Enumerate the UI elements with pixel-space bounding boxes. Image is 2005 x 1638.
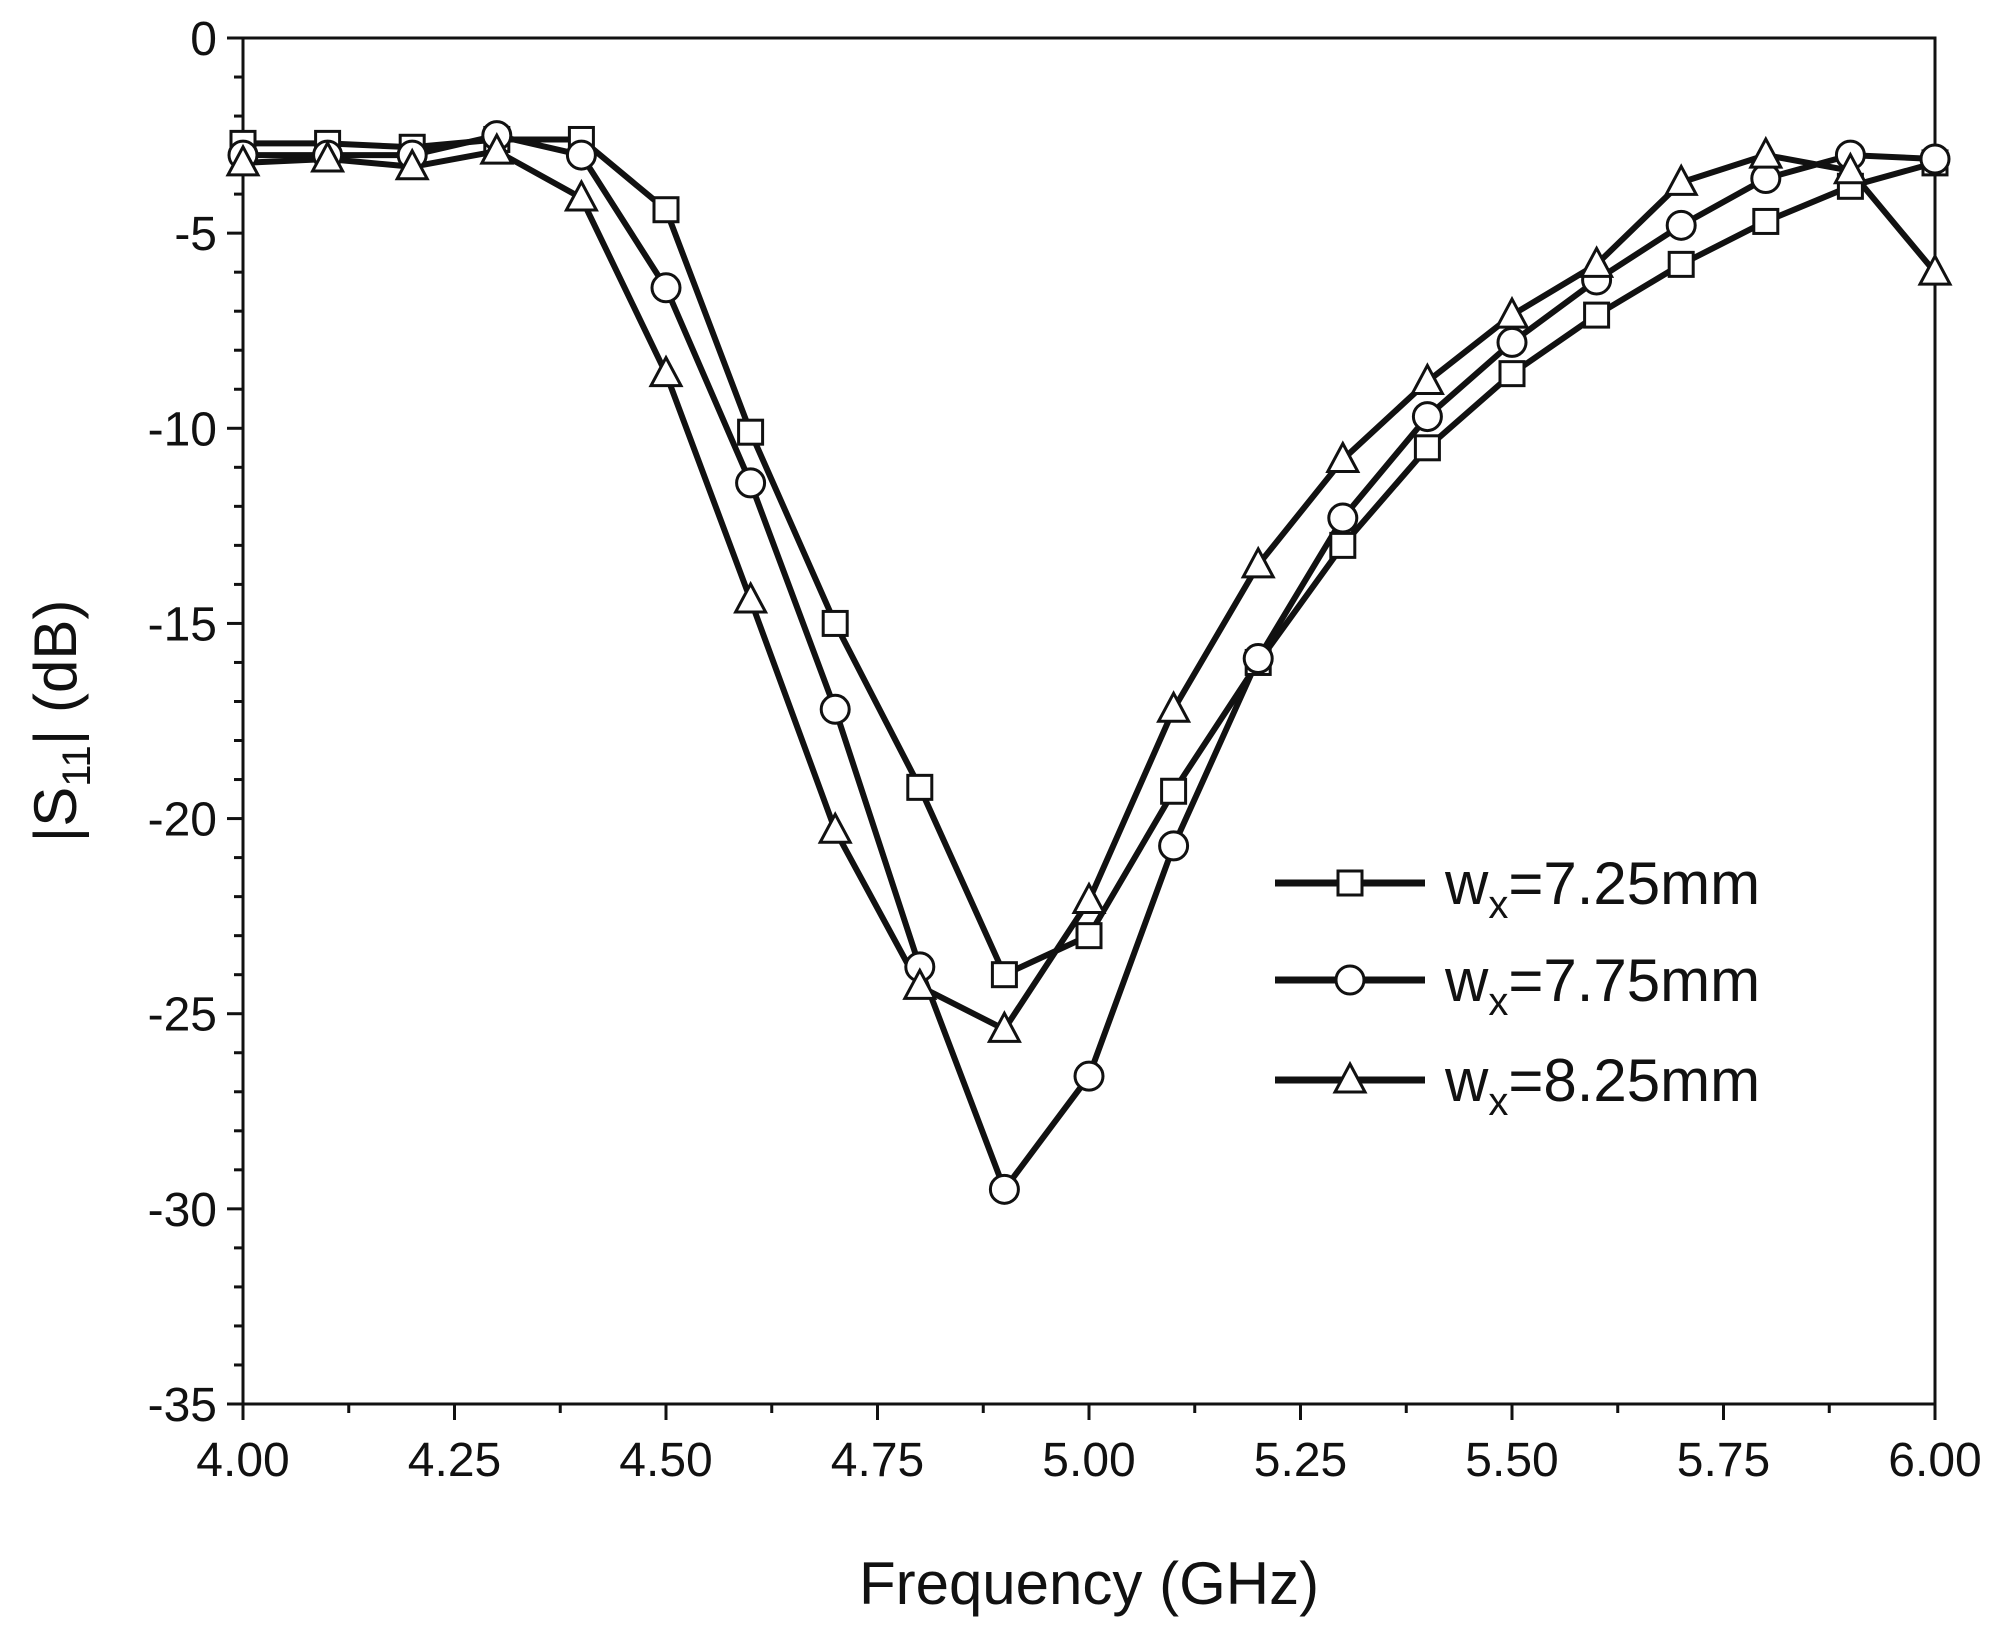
data-point-triangle	[1071, 881, 1107, 915]
x-tick-label: 5.00	[1042, 1434, 1135, 1487]
data-point-circle	[1158, 830, 1190, 862]
data-point-square	[1075, 922, 1103, 950]
data-point-circle	[1665, 209, 1697, 241]
x-tick-label: 5.50	[1465, 1434, 1558, 1487]
tick-marks	[227, 36, 1937, 1420]
legend-entry-8-25: wx=8.25mm	[1275, 1047, 1760, 1124]
data-point-square	[1413, 434, 1441, 462]
y-tick-label: 0	[190, 13, 217, 66]
legend-label-7-75-sub: x	[1488, 980, 1508, 1024]
legend-entry-7-25: wx=7.25mm	[1275, 850, 1760, 927]
legend-label-7-25-base: w	[1444, 850, 1489, 917]
legend-marker-circle	[1334, 964, 1366, 996]
plot-frame	[241, 36, 1937, 1406]
data-point-triangle	[1579, 245, 1615, 278]
data-point-square	[1583, 301, 1611, 329]
series-line-2	[243, 132, 1936, 1193]
data-point-triangle	[1748, 135, 1784, 169]
data-point-triangle	[1917, 252, 1953, 286]
y-axis-title: |S11| (dB)	[22, 600, 99, 843]
legend-label-8-25: wx=8.25mm	[1444, 1047, 1760, 1124]
legend-label-8-25-sub: x	[1488, 1080, 1508, 1124]
data-point-triangle	[986, 1010, 1022, 1043]
data-point-circle	[1073, 1060, 1105, 1092]
data-point-triangle	[479, 132, 515, 165]
data-point-square	[1667, 250, 1695, 278]
data-point-circle	[988, 1173, 1020, 1205]
data-point-circle	[819, 693, 851, 725]
legend-label-7-25-sub: x	[1488, 883, 1508, 927]
data-point-triangle	[733, 580, 769, 614]
data-point-circle	[1242, 643, 1274, 675]
data-point-triangle	[902, 967, 938, 1000]
data-point-square	[1160, 777, 1188, 805]
data-point-square	[1329, 531, 1357, 559]
series-markers	[225, 120, 1953, 1205]
data-point-square	[821, 609, 849, 637]
x-tick-label: 5.75	[1677, 1434, 1770, 1487]
legend-label-8-25-base: w	[1444, 1047, 1489, 1114]
data-point-triangle	[1409, 362, 1445, 395]
legend: wx=7.25mm wx=7.75mm wx=8.25mm	[1275, 850, 1760, 1124]
data-point-square	[1752, 207, 1780, 235]
data-point-square	[990, 961, 1018, 989]
data-point-triangle	[1325, 440, 1361, 474]
data-point-square	[652, 196, 680, 224]
data-point-circle	[735, 467, 767, 499]
data-point-triangle	[563, 178, 599, 212]
data-point-circle	[650, 272, 682, 304]
x-tick-label: 4.50	[619, 1434, 712, 1487]
data-point-triangle	[310, 139, 346, 173]
data-point-triangle	[1663, 163, 1699, 196]
legend-label-7-75: wx=7.75mm	[1444, 947, 1760, 1024]
data-point-triangle	[1832, 151, 1868, 185]
x-tick-label: 5.25	[1254, 1434, 1347, 1487]
legend-label-7-75-rest: =7.75mm	[1508, 947, 1760, 1014]
data-point-circle	[1919, 143, 1951, 175]
legend-marker-triangle	[1332, 1060, 1368, 1094]
legend-marker-square	[1336, 869, 1364, 897]
y-tick-label: -30	[148, 1184, 217, 1237]
data-point-circle	[1750, 163, 1782, 195]
data-point-square	[1498, 360, 1526, 388]
y-tick-label: -5	[174, 208, 217, 261]
y-axis-title-suffix: | (dB)	[22, 600, 89, 746]
data-point-circle	[1327, 502, 1359, 534]
legend-label-8-25-rest: =8.25mm	[1508, 1047, 1760, 1114]
legend-label-7-25: wx=7.25mm	[1444, 850, 1760, 927]
x-tick-label: 4.25	[408, 1434, 501, 1487]
data-point-square	[906, 773, 934, 801]
legend-label-7-25-rest: =7.25mm	[1508, 850, 1760, 917]
y-axis-title-subscript: 11	[55, 745, 99, 787]
legend-label-7-75-base: w	[1444, 947, 1489, 1014]
y-axis-title-prefix: |S	[22, 787, 89, 843]
y-tick-label: -15	[148, 598, 217, 651]
x-tick-label: 4.75	[831, 1434, 924, 1487]
data-point-triangle	[648, 354, 684, 388]
y-tick-label: -10	[148, 403, 217, 456]
y-tick-label: -20	[148, 794, 217, 847]
x-axis-title: Frequency (GHz)	[859, 1550, 1319, 1617]
data-point-triangle	[1240, 545, 1276, 579]
y-tick-labels: 0 -5 -10 -15 -20 -25 -30 -35	[148, 13, 217, 1432]
x-tick-label: 6.00	[1888, 1434, 1981, 1487]
data-point-circle	[1411, 401, 1443, 433]
data-point-triangle	[817, 811, 853, 844]
data-point-triangle	[225, 143, 261, 177]
data-point-triangle	[1156, 690, 1192, 723]
y-tick-label: -25	[148, 989, 217, 1042]
legend-entry-7-75: wx=7.75mm	[1275, 947, 1760, 1024]
data-point-square	[737, 418, 765, 446]
data-point-triangle	[1494, 295, 1530, 329]
x-tick-labels: 4.00 4.25 4.50 4.75 5.00 5.25 5.50 5.75 6.00	[196, 1434, 1981, 1487]
x-tick-label: 4.00	[196, 1434, 289, 1487]
data-point-circle	[1496, 326, 1528, 358]
data-point-circle	[565, 139, 597, 171]
data-point-triangle	[394, 147, 430, 181]
y-tick-label: -35	[148, 1379, 217, 1432]
series-lines	[242, 132, 1938, 1193]
